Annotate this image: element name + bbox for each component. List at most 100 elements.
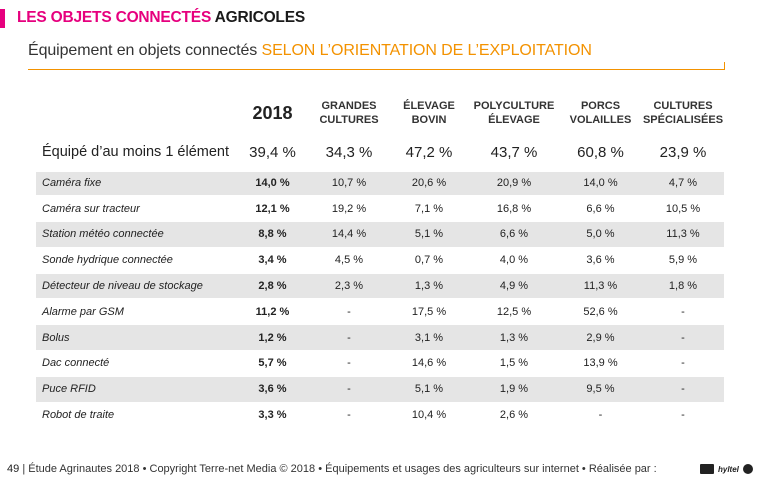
accent-bar <box>0 9 5 28</box>
table-cell: 4,7 % <box>642 170 724 197</box>
table-cell: 2,9 % <box>559 324 642 352</box>
table-cell: - <box>309 350 389 377</box>
table-row: Robot de traite 3,3 % - 10,4 % 2,6 % - - <box>36 402 724 429</box>
column-header: ÉLEVAGE BOVIN <box>403 100 455 126</box>
table-cell: 5,7 % <box>236 350 309 377</box>
summary-row: Équipé d’au moins 1 élément 39,4 % 34,3 … <box>36 136 724 172</box>
table-cell: 3,6 % <box>559 247 642 274</box>
table-cell: 60,8 % <box>559 136 642 172</box>
row-label: Dac connecté <box>36 350 236 377</box>
table-cell: - <box>309 324 389 352</box>
table-cell: 9,5 % <box>559 376 642 403</box>
column-header: PORCS VOLAILLES <box>569 100 632 126</box>
table-row: Caméra sur tracteur 12,1 % 19,2 % 7,1 % … <box>36 195 724 223</box>
table-row: Détecteur de niveau de stockage 2,8 % 2,… <box>36 273 724 300</box>
table-cell: 20,9 % <box>469 170 559 197</box>
table-row: Caméra fixe 14,0 % 10,7 % 20,6 % 20,9 % … <box>36 170 724 197</box>
terre-net-logo-icon <box>700 464 714 474</box>
table-row: Sonde hydrique connectée 3,4 % 4,5 % 0,7… <box>36 247 724 274</box>
table-cell: - <box>642 324 724 352</box>
row-label: Caméra sur tracteur <box>36 195 236 223</box>
table-cell: 1,3 % <box>389 273 469 300</box>
subtitle-rule-end <box>724 62 725 70</box>
table-cell: 52,6 % <box>559 298 642 326</box>
table-cell: 1,8 % <box>642 273 724 300</box>
page-header: LES OBJETS CONNECTÉS AGRICOLES <box>0 0 771 34</box>
table-cell: 5,1 % <box>389 376 469 403</box>
table-cell: 1,2 % <box>236 324 309 352</box>
table-cell: 4,9 % <box>469 273 559 300</box>
bva-logo-icon <box>742 464 753 474</box>
table-cell: 12,5 % <box>469 298 559 326</box>
table-cell: 2,3 % <box>309 273 389 300</box>
page-number: 49 <box>7 463 20 475</box>
section-title-rest: AGRICOLES <box>214 9 306 26</box>
table-row: Alarme par GSM 11,2 % - 17,5 % 12,5 % 52… <box>36 298 724 326</box>
hyltel-logo: hyltel <box>718 464 739 474</box>
table-cell: 6,6 % <box>469 221 559 248</box>
table-cell: 19,2 % <box>309 195 389 223</box>
footer-text: | Étude Agrinautes 2018 • Copyright Terr… <box>22 463 657 475</box>
section-title: LES OBJETS CONNECTÉS AGRICOLES <box>17 9 305 27</box>
table-cell: 4,5 % <box>309 247 389 274</box>
table-cell: 13,9 % <box>559 350 642 377</box>
table-cell: 3,1 % <box>389 324 469 352</box>
table-cell: 1,3 % <box>469 324 559 352</box>
table-cell: - <box>309 402 389 429</box>
equipment-table: 2018 GRANDES CULTURES ÉLEVAGE BOVIN POLY… <box>36 90 724 429</box>
table-cell: 7,1 % <box>389 195 469 223</box>
table-cell: 14,0 % <box>559 170 642 197</box>
table-cell: 10,7 % <box>309 170 389 197</box>
table-cell: 5,1 % <box>389 221 469 248</box>
table-cell: - <box>642 298 724 326</box>
row-label: Sonde hydrique connectée <box>36 247 236 274</box>
table-cell: 14,0 % <box>236 170 309 197</box>
table-cell: 17,5 % <box>389 298 469 326</box>
subtitle-main: Équipement en objets connectés <box>28 42 262 59</box>
table-cell: 8,8 % <box>236 221 309 248</box>
table-row: Dac connecté 5,7 % - 14,6 % 1,5 % 13,9 %… <box>36 350 724 377</box>
section-title-accent: LES OBJETS CONNECTÉS <box>17 9 215 26</box>
table-cell: 10,5 % <box>642 195 724 223</box>
row-label: Caméra fixe <box>36 170 236 197</box>
table-cell: 11,2 % <box>236 298 309 326</box>
page-subtitle: Équipement en objets connectés SELON L’O… <box>28 42 592 60</box>
table-cell: 11,3 % <box>559 273 642 300</box>
table-cell: 14,6 % <box>389 350 469 377</box>
table-cell: 12,1 % <box>236 195 309 223</box>
table-cell: 16,8 % <box>469 195 559 223</box>
table-cell: 43,7 % <box>469 136 559 172</box>
table-cell: 2,6 % <box>469 402 559 429</box>
subtitle-accent: SELON L’ORIENTATION DE L’EXPLOITATION <box>261 42 592 59</box>
row-label: Alarme par GSM <box>36 298 236 326</box>
subtitle-rule <box>28 69 725 70</box>
header-blank <box>36 90 236 136</box>
table-cell: 20,6 % <box>389 170 469 197</box>
table-cell: - <box>309 376 389 403</box>
table-row: Bolus 1,2 % - 3,1 % 1,3 % 2,9 % - <box>36 324 724 352</box>
column-header: CULTURES SPÉCIALISÉES <box>642 100 724 126</box>
table-cell: - <box>642 376 724 403</box>
column-header: 2018 <box>252 103 293 123</box>
table-cell: 5,0 % <box>559 221 642 248</box>
table-cell: 0,7 % <box>389 247 469 274</box>
table-cell: 1,9 % <box>469 376 559 403</box>
table-cell: 10,4 % <box>389 402 469 429</box>
column-header: POLYCULTURE ÉLEVAGE <box>473 100 555 126</box>
table-cell: 1,5 % <box>469 350 559 377</box>
table-cell: 3,3 % <box>236 402 309 429</box>
table-cell: 5,9 % <box>642 247 724 274</box>
table-cell: - <box>642 350 724 377</box>
table-cell: 34,3 % <box>309 136 389 172</box>
partner-logos: hyltel <box>700 463 753 475</box>
table-cell: 4,0 % <box>469 247 559 274</box>
table-cell: 39,4 % <box>236 136 309 172</box>
row-label: Station météo connectée <box>36 221 236 248</box>
table-cell: 2,8 % <box>236 273 309 300</box>
table-cell: 47,2 % <box>389 136 469 172</box>
table-cell: 23,9 % <box>642 136 724 172</box>
table-header-row: 2018 GRANDES CULTURES ÉLEVAGE BOVIN POLY… <box>36 90 724 136</box>
row-label: Détecteur de niveau de stockage <box>36 273 236 300</box>
table-cell: - <box>309 298 389 326</box>
table-cell: 14,4 % <box>309 221 389 248</box>
